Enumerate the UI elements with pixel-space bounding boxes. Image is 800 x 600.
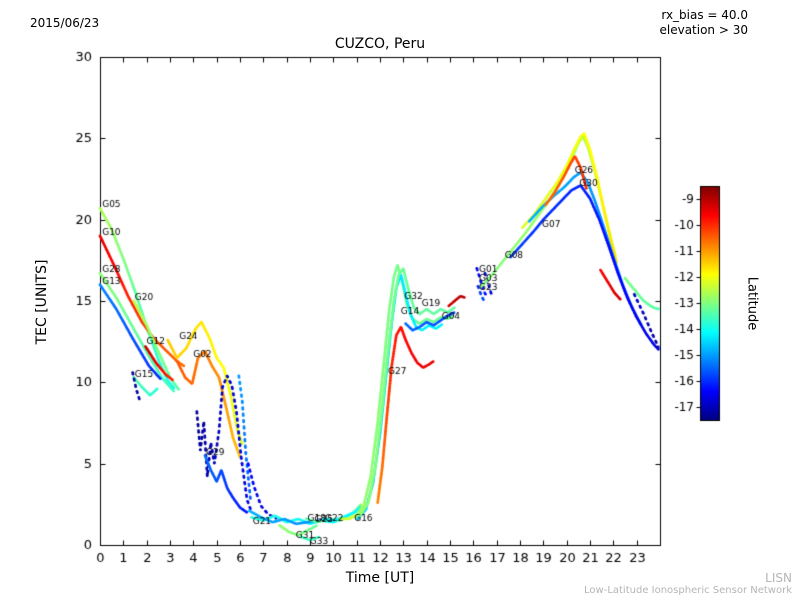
y-axis-label: TEC [UNITS] — [34, 259, 50, 345]
watermark: LISN Low-Latitude Ionospheric Sensor Net… — [584, 572, 792, 597]
elevation-label: elevation > 30 — [659, 23, 749, 37]
date-label: 2015/06/23 — [30, 16, 100, 30]
chart-title: CUZCO, Peru — [334, 36, 426, 52]
colorbar-label: Latitude — [744, 276, 760, 331]
watermark-line1: LISN — [765, 571, 792, 585]
header-params: rx_bias = 40.0 elevation > 30 — [660, 8, 749, 38]
rx-bias-label: rx_bias = 40.0 — [661, 8, 748, 22]
watermark-line2: Low-Latitude Ionospheric Sensor Network — [584, 585, 792, 596]
x-axis-label: Time [UT] — [345, 570, 415, 586]
